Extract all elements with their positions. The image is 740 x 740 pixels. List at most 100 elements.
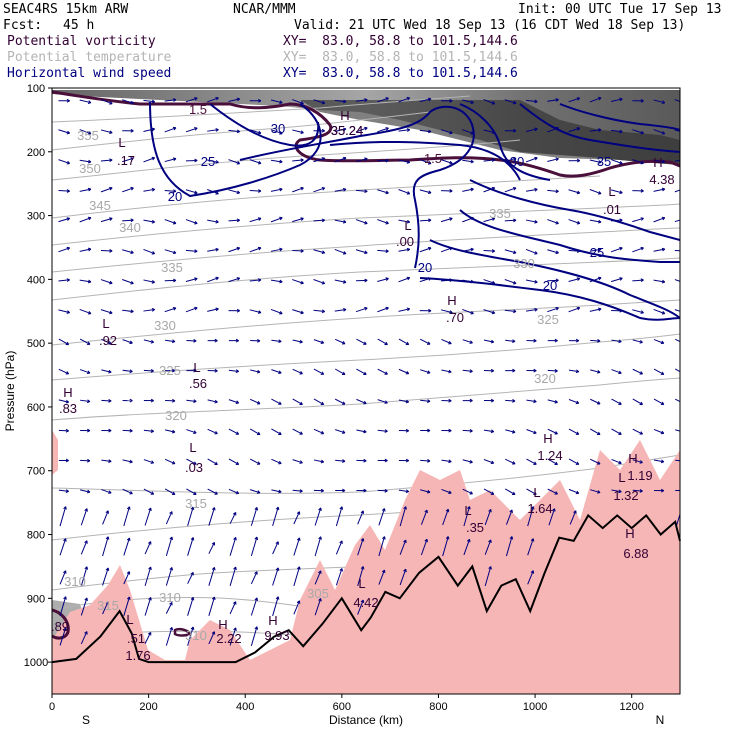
extremum-value: .51 <box>127 631 145 646</box>
wind-vector-head <box>640 160 644 165</box>
wind-vector-head <box>490 460 495 465</box>
wind-vector <box>164 158 177 163</box>
wind-vector-head <box>640 130 644 135</box>
field-wind-name: Horizontal wind speed <box>7 66 172 81</box>
wind-vector-head <box>363 371 367 376</box>
wind-vector <box>313 279 325 285</box>
wind-vector <box>505 458 516 465</box>
wind-vector <box>505 509 513 525</box>
wind-vector-head <box>151 187 155 192</box>
wind-vector <box>420 538 428 556</box>
wind-vector-head <box>575 369 580 374</box>
wind-vector <box>356 429 367 433</box>
wind-vector-head <box>148 507 152 512</box>
wind-vector-head <box>275 541 279 545</box>
wind-vector-head <box>109 249 113 253</box>
wind-vector-head <box>126 506 131 510</box>
wind-vector <box>653 459 664 463</box>
wind-vector-head <box>470 187 474 192</box>
wind-vector-head <box>321 157 326 161</box>
wind-vector <box>590 458 601 465</box>
extremum-value: .03 <box>185 460 203 475</box>
wind-vector <box>80 597 88 616</box>
wind-vector-head <box>364 98 368 102</box>
wind-speed-label: 25 <box>590 245 604 260</box>
wind-vector-head <box>275 596 280 600</box>
extremum-value: .83 <box>59 401 77 416</box>
wind-vector-head <box>640 98 644 103</box>
extremum-value: .89 <box>51 619 69 634</box>
wind-vector-head <box>275 506 280 511</box>
wind-vector-head <box>405 399 410 404</box>
wind-vector-head <box>172 398 176 403</box>
wind-vector-head <box>341 430 346 434</box>
wind-vector-head <box>448 398 452 403</box>
wind-vector <box>229 627 237 646</box>
wind-vector-head <box>466 538 471 543</box>
wind-vector-head <box>490 398 495 403</box>
wind-vector <box>186 458 197 465</box>
wind-vector <box>440 217 453 223</box>
wind-vector <box>484 539 492 555</box>
wind-vector <box>398 308 410 312</box>
wind-vector-head <box>190 506 195 511</box>
wind-vector <box>355 219 368 224</box>
wind-vector-head <box>129 340 133 345</box>
wind-vector <box>589 248 602 252</box>
wind-vector <box>440 309 453 314</box>
wind-vector-head <box>533 430 537 435</box>
wind-vector <box>270 279 283 283</box>
wind-vector <box>420 489 431 493</box>
wind-vector-head <box>470 311 474 315</box>
wind-vector <box>250 536 258 556</box>
wind-vector-head <box>427 246 432 251</box>
wind-vector <box>80 566 88 587</box>
theta-label: 315 <box>97 598 119 613</box>
wind-vector-head <box>193 461 197 465</box>
extremum-value: 2.22 <box>216 631 241 646</box>
wind-vector <box>250 571 258 585</box>
wind-vector-head <box>364 189 368 194</box>
wind-vector-head <box>109 310 113 315</box>
wind-vector <box>79 279 91 283</box>
wind-vector-head <box>384 488 388 493</box>
wind-vector <box>357 510 364 525</box>
wind-vector-head <box>299 339 303 344</box>
wind-speed-label: 25 <box>201 154 215 169</box>
extremum-marker: L <box>126 612 133 627</box>
wind-vector-head <box>126 537 131 542</box>
wind-vector <box>590 339 601 342</box>
wind-vector <box>292 129 304 134</box>
wind-vector-head <box>427 458 431 463</box>
wind-vector <box>313 368 324 375</box>
wind-vector-head <box>150 491 155 495</box>
wind-vector <box>102 510 109 525</box>
wind-vector-head <box>385 306 389 311</box>
wind-vector-head <box>66 310 70 314</box>
wind-vector <box>377 278 389 282</box>
wind-vector-head <box>512 461 516 465</box>
wind-vector-head <box>235 338 239 343</box>
wind-vector-head <box>575 461 580 465</box>
theta-label: 345 <box>89 198 111 213</box>
wind-vector <box>123 506 130 527</box>
wind-vector <box>377 249 389 252</box>
wind-vector <box>208 631 215 645</box>
wind-vector <box>143 248 155 255</box>
wind-vector <box>504 187 517 193</box>
wind-vector-head <box>279 131 283 135</box>
wind-vector <box>632 247 644 253</box>
wind-vector-head <box>381 569 386 574</box>
wind-vector-head <box>445 508 450 513</box>
wind-vector <box>334 188 347 192</box>
extremum-value: .00 <box>396 234 414 249</box>
y-tick-label: 200 <box>27 147 45 159</box>
wind-vector <box>144 597 152 616</box>
wind-vector-head <box>214 399 218 404</box>
wind-vector-head <box>233 601 237 605</box>
wind-vector-head <box>360 510 365 514</box>
wind-vector-head <box>382 536 386 540</box>
wind-vector-head <box>597 339 601 343</box>
wind-vector-head <box>172 368 176 373</box>
